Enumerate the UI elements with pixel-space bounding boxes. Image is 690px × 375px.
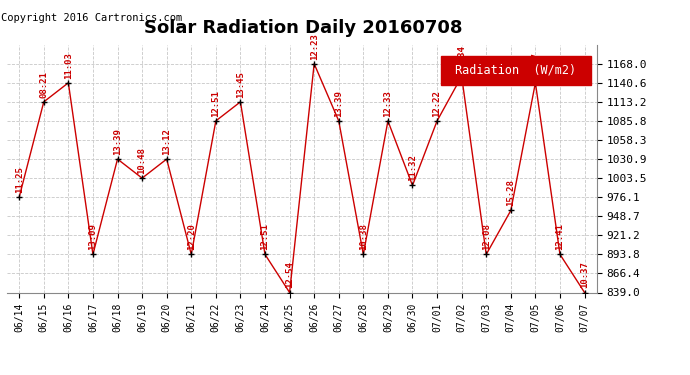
Text: 12:22: 12:22 (433, 90, 442, 117)
Text: 12:51: 12:51 (211, 90, 220, 117)
Text: 13:39: 13:39 (334, 90, 343, 117)
Text: Solar Radiation Daily 20160708: Solar Radiation Daily 20160708 (144, 19, 463, 37)
Text: 12:08: 12:08 (482, 224, 491, 250)
Text: 12:33: 12:33 (384, 90, 393, 117)
Text: 15:28: 15:28 (506, 179, 515, 206)
Text: 10:38: 10:38 (359, 224, 368, 250)
Text: Radiation  (W/m2): Radiation (W/m2) (455, 64, 576, 77)
Text: 11:03: 11:03 (64, 52, 73, 79)
Text: 13:09: 13:09 (88, 224, 97, 250)
Bar (440, 56, 591, 85)
Text: 10:48: 10:48 (137, 147, 146, 174)
Text: 12:41: 12:41 (555, 224, 564, 250)
Text: 12:57: 12:57 (531, 52, 540, 79)
Text: 12:20: 12:20 (187, 224, 196, 250)
Text: 11:25: 11:25 (14, 166, 23, 193)
Text: 08:21: 08:21 (39, 71, 48, 98)
Text: 10:37: 10:37 (580, 261, 589, 288)
Text: 12:51: 12:51 (261, 224, 270, 250)
Text: 12:23: 12:23 (310, 33, 319, 60)
Text: 12:54: 12:54 (285, 261, 294, 288)
Text: 12:34: 12:34 (457, 45, 466, 72)
Text: 13:12: 13:12 (162, 128, 171, 155)
Text: 11:32: 11:32 (408, 154, 417, 181)
Text: 13:45: 13:45 (236, 71, 245, 98)
Text: Copyright 2016 Cartronics.com: Copyright 2016 Cartronics.com (1, 13, 182, 23)
Text: 13:39: 13:39 (113, 128, 122, 155)
